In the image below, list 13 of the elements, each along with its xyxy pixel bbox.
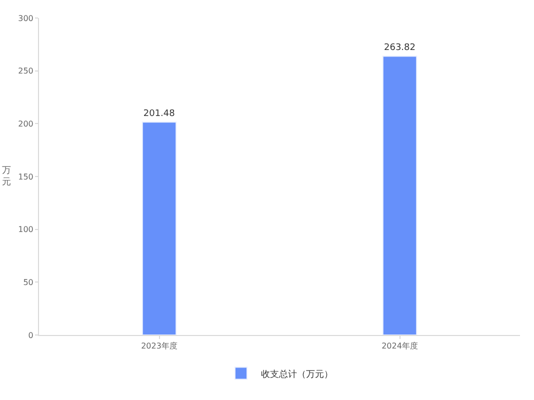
y-tick-label: 200	[18, 119, 34, 128]
data-label: 201.48	[143, 109, 176, 120]
y-tick-label: 300	[18, 14, 34, 23]
y-tick-label: 150	[18, 172, 34, 182]
y-tick-label: 250	[18, 66, 34, 76]
legend-label: 收支总计（万元）	[261, 368, 333, 380]
data-label: 263.82	[384, 43, 416, 54]
y-tick-label: 100	[18, 225, 34, 234]
x-tick-label: 2024年度	[382, 342, 418, 351]
y-axis-title: 万元	[2, 166, 11, 188]
y-tick-label: 50	[23, 278, 34, 287]
y-tick-label: 0	[28, 330, 34, 340]
x-tick-label: 2023年度	[141, 342, 178, 351]
